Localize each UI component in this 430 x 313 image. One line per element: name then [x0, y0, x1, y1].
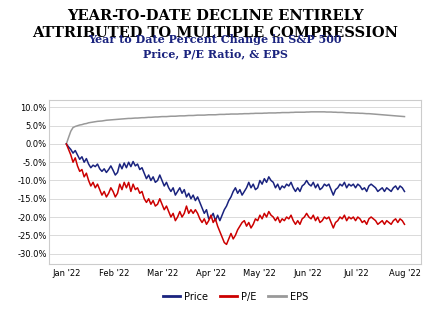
Legend: Price, P/E, EPS: Price, P/E, EPS: [159, 288, 312, 305]
Text: YEAR-TO-DATE DECLINE ENTIRELY
ATTRIBUTED TO MULTIPLE COMPRESSION: YEAR-TO-DATE DECLINE ENTIRELY ATTRIBUTED…: [32, 9, 398, 40]
Text: Year to Date Percent Change in S&P 500
Price, P/E Ratio, & EPS: Year to Date Percent Change in S&P 500 P…: [88, 34, 342, 59]
